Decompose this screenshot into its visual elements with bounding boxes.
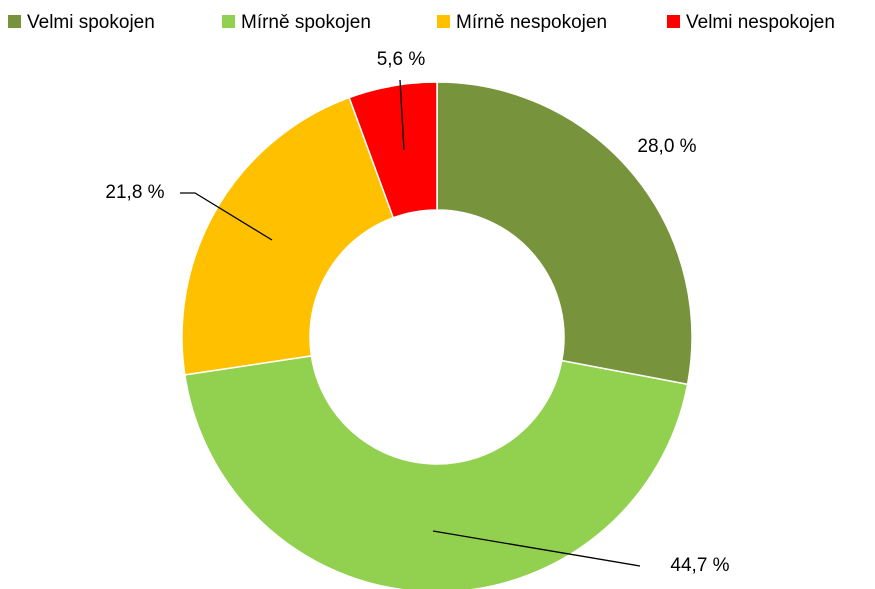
legend: Velmi spokojen Mírně spokojen Mírně nespok…: [8, 12, 835, 33]
data-label: 5,6 %: [377, 49, 426, 70]
legend-label: Velmi nespokojen: [686, 12, 835, 33]
legend-label: Mírně spokojen: [241, 12, 371, 33]
legend-swatch: [8, 15, 21, 28]
leader-line: [180, 192, 273, 241]
legend-swatch: [667, 15, 680, 28]
legend-swatch: [222, 15, 235, 28]
legend-label: Velmi spokojen: [27, 12, 155, 33]
data-labels: 28,0 % 44,7 % 21,8 % 5,6 %: [105, 49, 729, 576]
legend-swatch: [437, 15, 450, 28]
donut-slice: [181, 96, 395, 376]
data-label: 21,8 %: [105, 182, 164, 203]
donut-slice: [183, 355, 689, 589]
leader-line: [399, 79, 405, 151]
data-label: 44,7 %: [670, 555, 729, 576]
donut-slice: [436, 81, 693, 386]
donut: [181, 81, 693, 589]
donut-slice: [348, 81, 438, 219]
leader-line: [432, 530, 641, 567]
legend-label: Mírně nespokojen: [456, 12, 607, 33]
data-label: 28,0 %: [637, 136, 696, 157]
